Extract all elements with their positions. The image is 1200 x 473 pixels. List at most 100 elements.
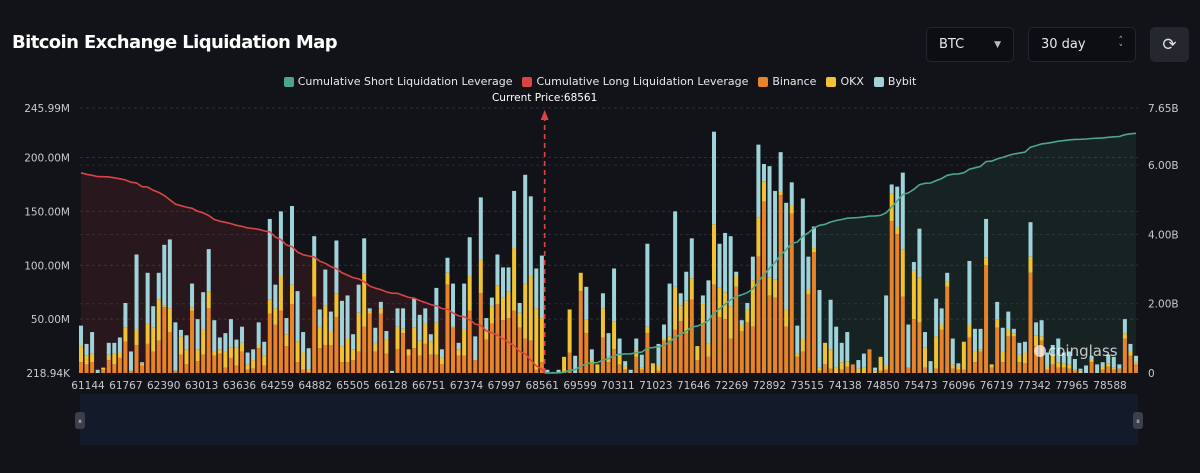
bar-segment-bybit bbox=[1067, 351, 1072, 365]
bar-segment-bybit bbox=[1045, 352, 1050, 367]
legend-item-okx[interactable]: OKX bbox=[826, 75, 864, 88]
bar-segment-binance bbox=[334, 316, 339, 373]
bar-segment-okx bbox=[251, 360, 256, 369]
bar-segment-okx bbox=[784, 309, 789, 327]
bar-segment-binance bbox=[512, 310, 517, 373]
legend-label: Binance bbox=[772, 75, 817, 88]
bar-segment-bybit bbox=[462, 283, 467, 330]
bar-segment-okx bbox=[323, 305, 328, 345]
bar-segment-binance bbox=[811, 252, 816, 373]
bar-segment-okx bbox=[412, 327, 417, 349]
bar-segment-okx bbox=[290, 284, 294, 305]
bar-segment-okx bbox=[123, 327, 128, 342]
bar-segment-okx bbox=[523, 283, 528, 339]
bar-segment-bybit bbox=[278, 211, 283, 277]
x-axis-tick: 72269 bbox=[715, 380, 748, 392]
bar-segment-okx bbox=[967, 324, 972, 338]
right-axis-tick: 4.00B bbox=[1148, 229, 1179, 241]
bar-segment-binance bbox=[201, 354, 206, 373]
bar-segment-okx bbox=[723, 292, 728, 320]
bar-segment-binance bbox=[1061, 367, 1066, 373]
bar-segment-binance bbox=[339, 362, 344, 373]
bar-segment-bybit bbox=[351, 334, 356, 350]
bar-segment-bybit bbox=[79, 325, 83, 347]
bar-segment-bybit bbox=[845, 332, 850, 362]
legend-item-long-cumulative[interactable]: Cumulative Long Liquidation Leverage bbox=[522, 75, 748, 88]
bar-segment-okx bbox=[79, 346, 83, 363]
bar-segment-bybit bbox=[389, 370, 394, 373]
x-axis-tick: 70311 bbox=[601, 380, 634, 392]
x-axis-tick: 65505 bbox=[336, 380, 369, 392]
bar-segment-binance bbox=[795, 356, 800, 373]
bar-segment-okx bbox=[206, 291, 211, 309]
bar-segment-okx bbox=[761, 181, 766, 202]
range-slider-right-handle[interactable] bbox=[1133, 412, 1143, 429]
refresh-button[interactable]: ⟳ bbox=[1150, 27, 1189, 62]
bar-segment-okx bbox=[778, 192, 783, 196]
bar-segment-bybit bbox=[178, 329, 183, 337]
bar-segment-binance bbox=[312, 296, 317, 373]
coin-select[interactable]: BTC ▼ bbox=[926, 27, 1014, 62]
bar-segment-binance bbox=[434, 354, 439, 373]
bar-segment-binance bbox=[689, 299, 694, 373]
bar-segment-okx bbox=[750, 280, 755, 327]
bar-segment-bybit bbox=[911, 262, 916, 271]
bar-segment-bybit bbox=[1078, 368, 1083, 371]
x-axis-tick: 77342 bbox=[1018, 380, 1051, 392]
bar-segment-okx bbox=[689, 278, 694, 300]
bar-segment-bybit bbox=[1111, 356, 1116, 368]
bar-segment-okx bbox=[167, 308, 172, 333]
bar-segment-bybit bbox=[523, 174, 528, 284]
x-axis-tick: 61144 bbox=[71, 380, 105, 392]
range-slider-track[interactable] bbox=[80, 394, 1138, 445]
bar-segment-binance bbox=[578, 291, 583, 373]
bar-segment-okx bbox=[117, 352, 122, 358]
bar-segment-bybit bbox=[95, 369, 100, 373]
bar-segment-binance bbox=[1128, 355, 1133, 373]
bar-segment-okx bbox=[145, 323, 150, 344]
bar-segment-okx bbox=[989, 364, 994, 368]
bar-segment-okx bbox=[467, 276, 472, 311]
bar-segment-bybit bbox=[1056, 338, 1061, 363]
bar-segment-binance bbox=[612, 349, 617, 373]
bar-segment-bybit bbox=[428, 334, 433, 342]
range-slider-left-handle[interactable] bbox=[75, 412, 85, 429]
bar-segment-okx bbox=[1034, 335, 1039, 347]
bar-segment-binance bbox=[761, 201, 766, 373]
bar-segment-bybit bbox=[467, 237, 472, 277]
bar-segment-bybit bbox=[1106, 354, 1111, 364]
bar-segment-bybit bbox=[761, 164, 766, 182]
legend-item-binance[interactable]: Binance bbox=[758, 75, 816, 88]
bar-segment-binance bbox=[278, 310, 283, 373]
bar-segment-okx bbox=[684, 300, 689, 334]
bar-segment-okx bbox=[756, 217, 761, 257]
bar-segment-bybit bbox=[778, 152, 783, 193]
bar-segment-binance bbox=[984, 265, 989, 373]
bar-segment-binance bbox=[1056, 367, 1061, 373]
bar-segment-binance bbox=[328, 344, 333, 373]
bar-segment-bybit bbox=[873, 367, 878, 371]
range-select[interactable]: 30 day ˄ ˅ bbox=[1028, 27, 1136, 62]
bar-segment-bybit bbox=[423, 308, 428, 324]
bar-segment-okx bbox=[528, 276, 533, 341]
bar-segment-binance bbox=[945, 286, 950, 373]
bar-segment-okx bbox=[506, 291, 511, 319]
bar-segment-bybit bbox=[267, 218, 272, 300]
x-axis-tick: 66751 bbox=[412, 380, 445, 392]
legend-item-short-cumulative[interactable]: Cumulative Short Liquidation Leverage bbox=[283, 75, 512, 88]
x-axis-tick: 61767 bbox=[109, 380, 142, 392]
bar-segment-okx bbox=[639, 367, 644, 370]
bar-segment-okx bbox=[706, 343, 711, 357]
bar-segment-okx bbox=[1111, 367, 1116, 370]
bar-segment-bybit bbox=[928, 361, 933, 373]
left-axis-tick: 218.94K bbox=[26, 368, 71, 380]
legend-item-bybit[interactable]: Bybit bbox=[873, 75, 916, 88]
x-axis-tick: 77965 bbox=[1055, 380, 1088, 392]
bar-segment-okx bbox=[278, 276, 283, 311]
bar-segment-binance bbox=[828, 368, 833, 373]
bar-segment-bybit bbox=[939, 308, 944, 325]
bar-segment-okx bbox=[800, 338, 805, 352]
bar-segment-binance bbox=[917, 322, 922, 373]
bar-segment-binance bbox=[506, 318, 511, 373]
x-axis-tick: 74138 bbox=[828, 380, 861, 392]
